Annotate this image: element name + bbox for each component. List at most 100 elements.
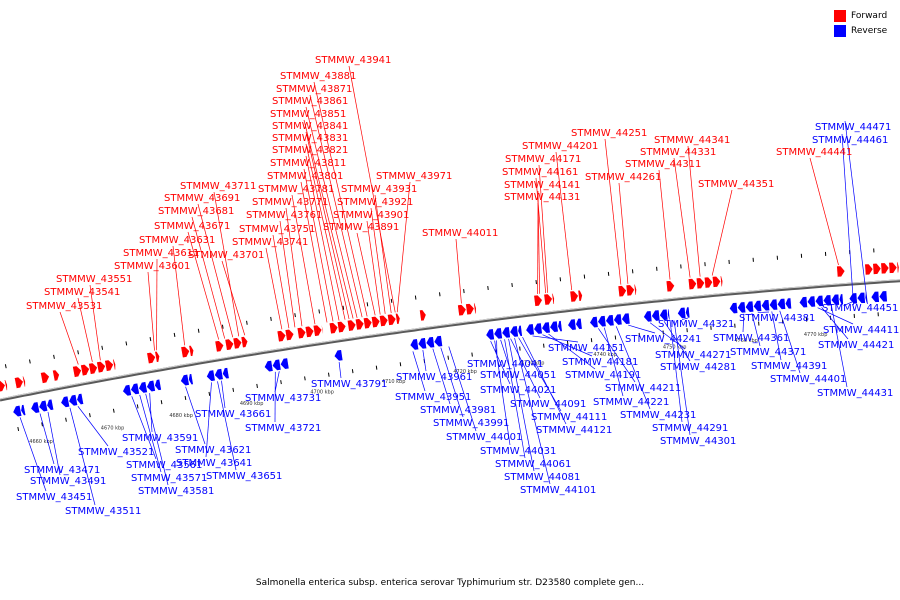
leader-line: [77, 406, 109, 447]
leader-line: [89, 284, 101, 361]
reverse-gene-arrow: [20, 404, 27, 416]
forward-gene-arrow: [386, 313, 397, 326]
axis-dash: [29, 359, 31, 364]
axis-dash: [471, 352, 473, 357]
gene-label: STMMW_44151: [548, 343, 624, 354]
reverse-gene-arrow: [667, 308, 671, 321]
reverse-gene-arrow: [409, 338, 420, 351]
axis-tick-label: 4660 kbp: [29, 439, 53, 445]
leader-line: [191, 216, 226, 339]
leader-line: [187, 231, 220, 340]
gene-label: STMMW_44331: [640, 147, 716, 158]
gene-label: STMMW_43621: [175, 445, 251, 456]
reverse-gene-arrow: [271, 358, 282, 371]
gene-label: STMMW_43561: [126, 460, 202, 471]
gene-label: STMMW_43641: [176, 458, 252, 469]
leader-line: [771, 311, 782, 361]
forward-gene-arrow: [703, 276, 714, 289]
leader-line: [757, 311, 770, 313]
axis-dash: [232, 387, 235, 392]
leader-line: [598, 328, 636, 383]
axis-dash: [256, 383, 258, 389]
gene-label: STMMW_44421: [818, 340, 894, 351]
axis-dash: [65, 417, 67, 422]
leader-line: [370, 207, 386, 314]
gene-label: STMMW_44171: [505, 154, 581, 165]
gene-label: STMMW_43981: [420, 405, 496, 416]
gene-label: STMMW_43841: [272, 121, 348, 132]
forward-gene-arrow: [276, 330, 287, 343]
forward-gene-arrow: [336, 320, 347, 334]
forward-gene-arrow: [695, 277, 706, 290]
axis-tick-label: 4710 kbp: [382, 379, 406, 385]
axis-dash: [136, 404, 139, 409]
leader-line: [538, 164, 549, 293]
forward-gene-arrow: [395, 312, 401, 325]
leader-line: [673, 320, 691, 436]
leader-line: [742, 313, 745, 333]
gene-label: STMMW_43771: [252, 197, 328, 208]
gene-label: STMMW_44261: [585, 172, 661, 183]
forward-gene-arrow: [836, 265, 846, 278]
gene-label: STMMW_44181: [562, 357, 638, 368]
gene-label: STMMW_43701: [188, 250, 264, 261]
gene-label: STMMW_44391: [751, 361, 827, 372]
gene-label: STMMW_43961: [396, 372, 472, 383]
gene-features: [0, 261, 900, 418]
leader-line: [131, 396, 157, 460]
reverse-gene-arrow: [417, 337, 428, 350]
axis-dash: [375, 365, 378, 370]
gene-label: STMMW_43551: [56, 274, 132, 285]
forward-gene-arrow: [419, 309, 427, 322]
reverse-gene-arrow: [752, 299, 763, 312]
leader-line: [197, 203, 234, 338]
leader-line: [681, 317, 689, 320]
reverse-gene-arrow: [605, 314, 615, 327]
gene-label: STMMW_44001: [446, 432, 522, 443]
forward-gene-arrow: [633, 283, 637, 296]
leader-line: [147, 271, 155, 351]
axis-tick-label: 4740 kbp: [593, 352, 617, 358]
gene-label: STMMW_43571: [131, 473, 207, 484]
gene-label: STMMW_44111: [531, 412, 607, 423]
axis-tick-label: 4680 kbp: [169, 413, 193, 419]
leader-line: [603, 327, 624, 397]
reverse-gene-arrow: [206, 369, 216, 382]
reverse-gene-arrow: [30, 401, 41, 414]
axis-dash: [149, 337, 152, 342]
axis-dash: [41, 422, 43, 427]
map-caption: Salmonella enterica subsp. enterica sero…: [255, 578, 645, 588]
axis-dash: [208, 391, 211, 396]
forward-gene-arrow: [21, 375, 26, 388]
gene-label: STMMW_43781: [258, 184, 334, 195]
gene-label: STMMW_43761: [246, 210, 322, 221]
reverse-gene-arrow: [659, 308, 669, 321]
forward-gene-arrow: [880, 262, 890, 275]
forward-gene-arrow: [224, 338, 235, 351]
leader-line: [518, 337, 562, 412]
forward-gene-arrow: [240, 336, 249, 349]
gene-labels: STMMW_43531 STMMW_43541 STMMW_43551 STMMW_4…: [16, 55, 899, 517]
gene-label: STMMW_44241: [625, 334, 701, 345]
leader-line: [69, 407, 96, 506]
leader-line: [412, 351, 426, 392]
gene-label: STMMW_44121: [536, 425, 612, 436]
leader-line: [510, 338, 541, 399]
forward-gene-arrow: [457, 304, 467, 317]
axis-highlight: [0, 279, 900, 400]
gene-label: STMMW_44471: [815, 122, 891, 133]
reverse-gene-arrow: [728, 302, 739, 315]
axis-tick-label: 4750 kbp: [663, 345, 687, 351]
gene-label: STMMW_44301: [660, 436, 736, 447]
reverse-gene-arrow: [744, 300, 755, 313]
forward-gene-arrow: [665, 280, 676, 293]
reverse-gene-arrow: [822, 294, 832, 307]
gene-label: STMMW_44381: [739, 313, 815, 324]
leader-line: [205, 382, 212, 458]
legend-forward-label: Forward: [851, 10, 888, 21]
gene-label: STMMW_43741: [232, 237, 308, 248]
leader-line: [305, 106, 358, 319]
axis-dash: [77, 350, 79, 355]
leader-line: [432, 348, 451, 405]
reverse-gene-arrow: [333, 349, 344, 362]
